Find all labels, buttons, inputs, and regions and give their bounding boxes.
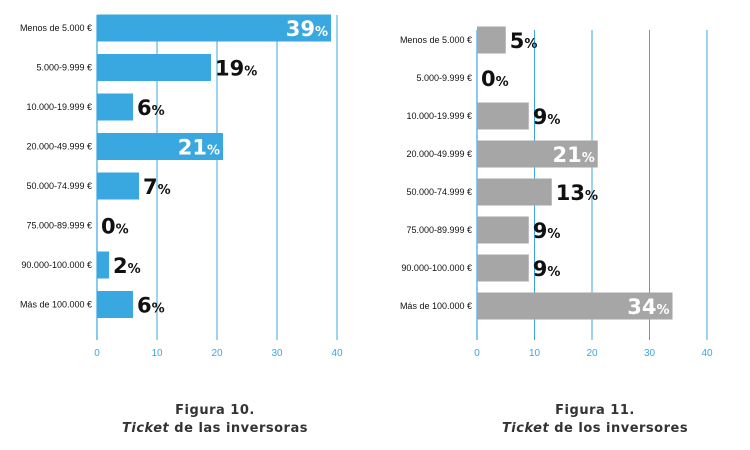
data-label: 9% <box>533 219 561 243</box>
figure-caption-title: Ticket de los inversores <box>502 421 688 436</box>
bar <box>477 292 673 320</box>
category-label: 75.000-89.999 € <box>26 221 92 231</box>
figure-caption-number: Figura 10. <box>175 403 255 418</box>
category-label: 5.000-9.999 € <box>36 63 92 73</box>
bar <box>477 26 506 54</box>
data-label: 39% <box>286 17 328 41</box>
x-tick-label: 40 <box>331 348 343 359</box>
data-label: 19% <box>215 57 257 81</box>
category-label: Menos de 5.000 € <box>400 35 472 45</box>
x-tick-label: 20 <box>586 348 598 359</box>
bar <box>97 14 331 42</box>
category-label: 20.000-49.999 € <box>26 142 92 152</box>
bar <box>97 172 139 200</box>
x-tick-label: 40 <box>701 348 713 359</box>
category-label: 10.000-19.999 € <box>406 111 472 121</box>
bar <box>477 102 529 130</box>
data-label: 34% <box>627 295 669 319</box>
x-tick-label: 10 <box>151 348 163 359</box>
chart-2: 0 10 20 30 40 Menos de 5.000 € 5% 5.000-9.999 €… <box>400 26 713 436</box>
data-label: 9% <box>533 257 561 281</box>
category-label: 5.000-9.999 € <box>416 73 472 83</box>
bar <box>97 93 133 121</box>
data-label: 0% <box>481 67 509 91</box>
figure-caption-number: Figura 11. <box>555 403 635 418</box>
x-tick-label: 30 <box>271 348 283 359</box>
category-label: Menos de 5.000 € <box>20 23 92 33</box>
bar <box>97 291 133 318</box>
category-label: 10.000-19.999 € <box>26 102 92 112</box>
bar <box>97 54 211 81</box>
x-tick-label: 30 <box>644 348 656 359</box>
chart-1: 0 10 20 30 40 Menos de 5.000 € 39% 5.000-9.999 … <box>20 14 343 436</box>
bar <box>97 133 223 160</box>
data-label: 0% <box>101 215 129 239</box>
category-label: Más de 100.000 € <box>20 300 92 310</box>
data-label: 9% <box>533 105 561 129</box>
data-label: 6% <box>137 96 165 120</box>
data-label: 21% <box>178 136 220 160</box>
x-tick-label: 20 <box>211 348 223 359</box>
data-label: 21% <box>552 143 594 167</box>
bar <box>97 251 109 279</box>
category-label: 20.000-49.999 € <box>406 149 472 159</box>
data-label: 2% <box>113 254 141 278</box>
category-label: 50.000-74.999 € <box>26 181 92 191</box>
bar <box>477 216 529 244</box>
category-label: 75.000-89.999 € <box>406 225 472 235</box>
bar <box>477 178 552 206</box>
category-label: 90.000-100.000 € <box>401 263 472 273</box>
category-label: Más de 100.000 € <box>400 301 472 311</box>
data-label: 5% <box>510 29 538 53</box>
x-tick-label: 0 <box>94 348 100 359</box>
category-label: 90.000-100.000 € <box>21 260 92 270</box>
data-label: 7% <box>143 175 171 199</box>
data-label: 13% <box>556 181 598 205</box>
bar <box>477 254 529 282</box>
figure-caption-title: Ticket de las inversoras <box>122 421 308 436</box>
category-label: 50.000-74.999 € <box>406 187 472 197</box>
bar <box>477 140 598 168</box>
data-label: 6% <box>137 294 165 318</box>
x-tick-label: 0 <box>474 348 480 359</box>
x-tick-label: 10 <box>529 348 541 359</box>
